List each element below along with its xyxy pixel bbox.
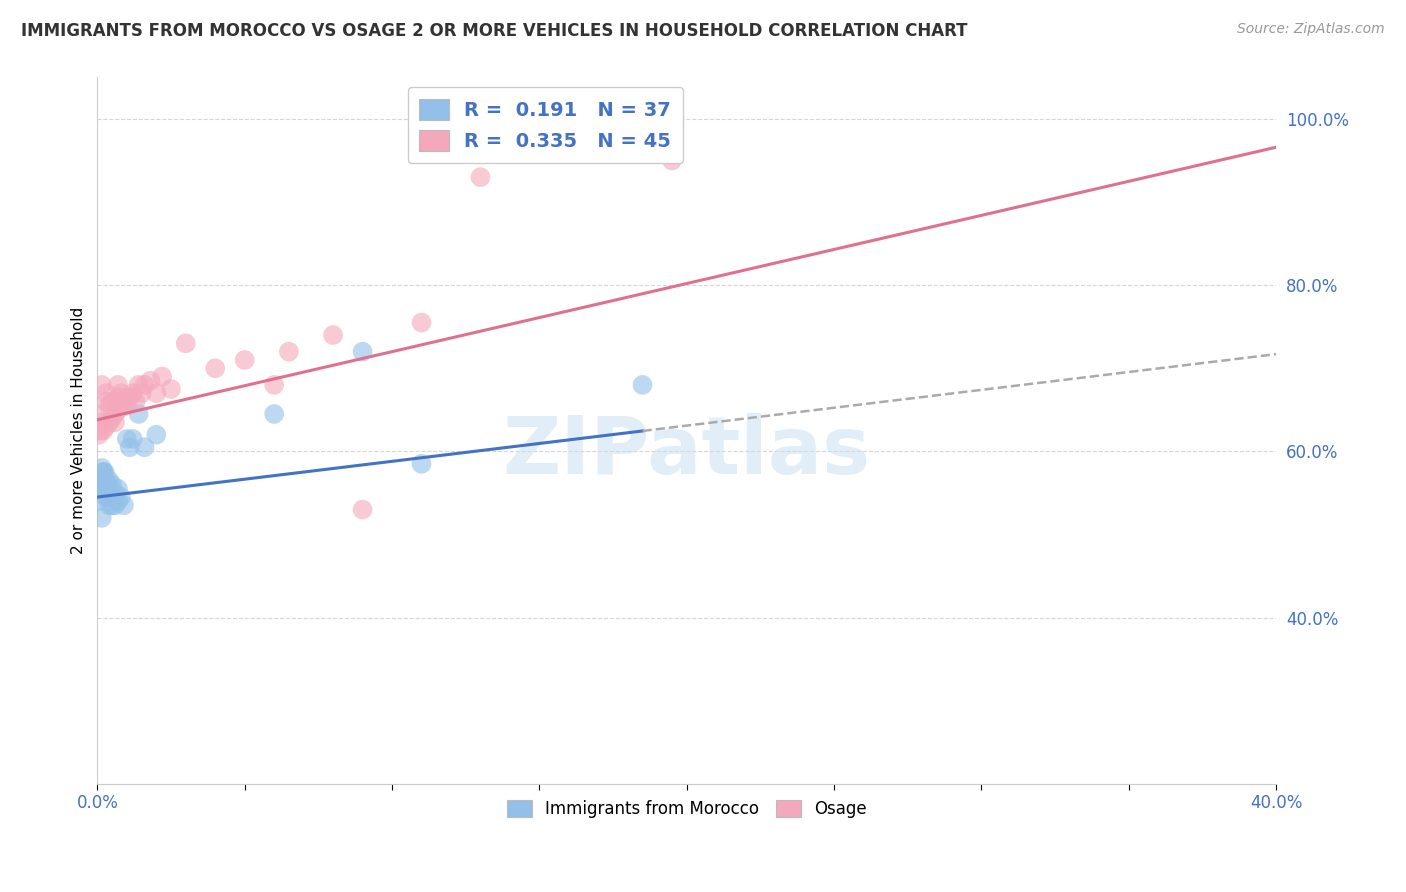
Point — [352, 344, 374, 359]
Point — [513, 145, 536, 160]
Point — [121, 386, 143, 401]
Point — [115, 399, 138, 413]
Point — [101, 490, 124, 504]
Text: IMMIGRANTS FROM MOROCCO VS OSAGE 2 OR MORE VEHICLES IN HOUSEHOLD CORRELATION CHA: IMMIGRANTS FROM MOROCCO VS OSAGE 2 OR MO… — [21, 22, 967, 40]
Point — [139, 374, 162, 388]
Point — [101, 477, 124, 491]
Point — [98, 499, 121, 513]
Point — [110, 399, 132, 413]
Point — [96, 419, 118, 434]
Point — [352, 502, 374, 516]
Point — [104, 486, 127, 500]
Point — [104, 415, 127, 429]
Point — [91, 424, 114, 438]
Point — [93, 477, 115, 491]
Point — [101, 499, 124, 513]
Point — [91, 407, 114, 421]
Point — [104, 499, 127, 513]
Point — [91, 469, 114, 483]
Point — [112, 499, 135, 513]
Point — [145, 427, 167, 442]
Point — [118, 390, 141, 404]
Point — [89, 415, 111, 429]
Point — [124, 394, 146, 409]
Point — [160, 382, 183, 396]
Point — [89, 477, 111, 491]
Point — [104, 407, 127, 421]
Point — [90, 511, 112, 525]
Point — [134, 440, 156, 454]
Point — [87, 494, 110, 508]
Point — [131, 386, 153, 401]
Point — [110, 490, 132, 504]
Point — [174, 336, 197, 351]
Point — [115, 390, 138, 404]
Point — [96, 386, 118, 401]
Point — [89, 474, 111, 488]
Point — [661, 153, 683, 168]
Point — [90, 377, 112, 392]
Y-axis label: 2 or more Vehicles in Household: 2 or more Vehicles in Household — [72, 307, 86, 554]
Legend: Immigrants from Morocco, Osage: Immigrants from Morocco, Osage — [501, 793, 873, 825]
Point — [98, 490, 121, 504]
Text: ZIPatlas: ZIPatlas — [502, 413, 870, 491]
Point — [87, 427, 110, 442]
Point — [631, 377, 654, 392]
Point — [110, 386, 132, 401]
Point — [411, 316, 433, 330]
Point — [118, 440, 141, 454]
Point — [263, 377, 285, 392]
Point — [145, 386, 167, 401]
Point — [89, 469, 111, 483]
Point — [89, 424, 111, 438]
Point — [411, 457, 433, 471]
Point — [121, 432, 143, 446]
Point — [98, 415, 121, 429]
Point — [98, 399, 121, 413]
Point — [93, 465, 115, 479]
Point — [233, 353, 256, 368]
Point — [96, 490, 118, 504]
Point — [150, 369, 173, 384]
Point — [101, 411, 124, 425]
Point — [91, 465, 114, 479]
Text: Source: ZipAtlas.com: Source: ZipAtlas.com — [1237, 22, 1385, 37]
Point — [204, 361, 226, 376]
Point — [96, 486, 118, 500]
Point — [107, 482, 129, 496]
Point — [107, 390, 129, 404]
Point — [128, 377, 150, 392]
Point — [128, 407, 150, 421]
Point — [91, 465, 114, 479]
Point — [96, 474, 118, 488]
Point — [112, 394, 135, 409]
Point — [263, 407, 285, 421]
Point — [107, 402, 129, 417]
Point — [277, 344, 299, 359]
Point — [107, 494, 129, 508]
Point — [101, 394, 124, 409]
Point — [115, 432, 138, 446]
Point — [90, 461, 112, 475]
Point — [98, 474, 121, 488]
Point — [134, 377, 156, 392]
Point — [96, 394, 118, 409]
Point — [470, 170, 492, 185]
Point — [107, 377, 129, 392]
Point — [322, 328, 344, 343]
Point — [96, 477, 118, 491]
Point — [104, 394, 127, 409]
